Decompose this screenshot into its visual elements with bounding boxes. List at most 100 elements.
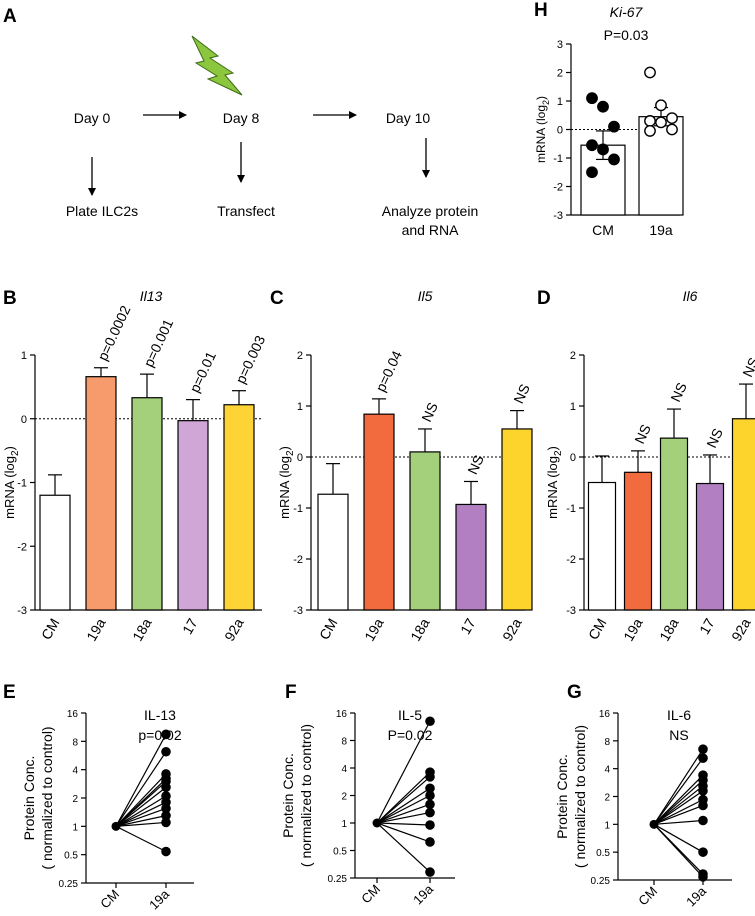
paired-line: [115, 795, 167, 827]
data-point: [666, 123, 678, 136]
data-point: [644, 125, 656, 137]
panel-letter-d: D: [537, 288, 551, 309]
paired-line: [653, 779, 704, 825]
y-axis-label: mRNA (log2): [2, 446, 21, 519]
data-point: [586, 92, 598, 105]
y-tick-label: 1: [21, 350, 27, 362]
bar-18a: [409, 451, 441, 611]
paired-line: [115, 786, 167, 827]
data-point-19a: [425, 772, 435, 782]
panel-a-workflow: A Day 0 Day 8 Day 10 Plate ILC2s Transfe…: [3, 6, 478, 238]
workflow-day0: Day 0: [74, 110, 111, 126]
paired-line: [115, 821, 167, 827]
data-point: [586, 166, 598, 179]
y-axis-label-text: mRNA (log: [545, 456, 560, 519]
workflow-step-analyze-line1: Analyze protein: [382, 203, 479, 219]
paired-line: [653, 790, 704, 825]
workflow-day10: Day 10: [386, 110, 431, 126]
bar-18a: [131, 397, 163, 611]
y-axis-label-2: ( normalized to control): [298, 724, 314, 867]
x-tick-label: 19a: [683, 883, 709, 909]
y-tick-label: 8: [72, 737, 78, 748]
data-point-19a: [425, 783, 435, 794]
y-axis-label-subscript: 2: [10, 450, 21, 456]
data-point-19a: [161, 782, 171, 793]
paired-line: [653, 757, 704, 825]
data-point-19a: [698, 800, 708, 811]
panel-letter-a: A: [3, 6, 17, 27]
bar-19a: [623, 471, 653, 611]
y-tick-label: 0: [557, 125, 563, 137]
data-point: [655, 116, 667, 129]
y-tick-label: 3: [557, 39, 563, 51]
paired-line: [376, 787, 431, 824]
x-tick-label: 19a: [620, 615, 646, 643]
x-tick-label: 19a: [649, 222, 673, 238]
paired-line: [653, 774, 704, 825]
bar-19a: [363, 413, 395, 611]
bar-19a: [85, 376, 117, 611]
x-tick-label: 19a: [361, 615, 387, 643]
bar-92a: [223, 404, 255, 611]
x-tick-label: 17: [179, 615, 201, 637]
significance-label: NS: [739, 355, 755, 379]
x-tick-label: 92a: [221, 615, 247, 643]
y-tick-label: -1: [293, 503, 303, 515]
data-point-19a: [425, 799, 435, 810]
x-tick-label: 18a: [656, 615, 682, 643]
y-tick-label: -3: [293, 605, 303, 617]
y-tick-label: 0.5: [64, 851, 78, 862]
y-tick-label: 1: [570, 401, 576, 413]
data-point: [586, 139, 598, 152]
y-axis-label-text: mRNA (log: [534, 105, 548, 163]
chart-title: Il13: [140, 288, 163, 304]
data-point-19a: [425, 837, 435, 847]
data-point-19a: [698, 744, 708, 754]
bar-17: [455, 503, 487, 611]
data-point: [597, 100, 609, 113]
y-tick-label: -3: [553, 210, 563, 222]
significance-label: NS: [510, 381, 533, 405]
paired-line: [376, 803, 431, 824]
x-tick-label: 17: [696, 615, 718, 637]
chart-title: Ki-67: [610, 4, 644, 20]
y-tick-label: 2: [557, 68, 563, 80]
panel-letter-b: B: [3, 288, 17, 309]
chart-subtitle: P=0.03: [604, 27, 649, 43]
data-point-19a: [425, 807, 435, 818]
paired-line: [653, 819, 704, 825]
y-tick-label: 1: [604, 820, 610, 831]
workflow-day8: Day 8: [223, 110, 260, 126]
y-tick-label: -1: [566, 503, 576, 515]
y-tick-label: 16: [336, 709, 348, 720]
y-tick-label: 0.25: [591, 876, 611, 887]
y-tick-label: 0.25: [328, 874, 348, 885]
paired-line: [376, 720, 431, 824]
y-tick-label: 4: [72, 766, 78, 777]
data-point: [644, 66, 656, 79]
x-tick-label: 17: [457, 615, 479, 637]
data-point-19a: [161, 846, 171, 857]
y-axis-label: mRNA (log2): [534, 96, 551, 163]
lightning-bolt-icon: [191, 35, 243, 96]
bar-CM: [587, 481, 617, 611]
data-point-19a: [698, 753, 708, 763]
bar-CM: [39, 494, 71, 611]
data-point-19a: [698, 847, 708, 857]
y-tick-label: 1: [297, 401, 303, 413]
y-axis-label-end: ): [545, 446, 560, 450]
data-point-19a: [161, 817, 171, 828]
y-axis-label-end: ): [2, 446, 17, 450]
paired-line: [115, 815, 167, 827]
bar-17: [695, 482, 725, 611]
panel-letter-c: C: [270, 288, 284, 309]
x-tick-label: 18a: [129, 615, 155, 643]
significance-label: p=0.01: [186, 349, 219, 395]
data-point-19a: [425, 820, 435, 830]
y-tick-label: -3: [566, 605, 576, 617]
data-point-19a: [425, 790, 435, 801]
y-tick-label: 4: [341, 764, 347, 775]
